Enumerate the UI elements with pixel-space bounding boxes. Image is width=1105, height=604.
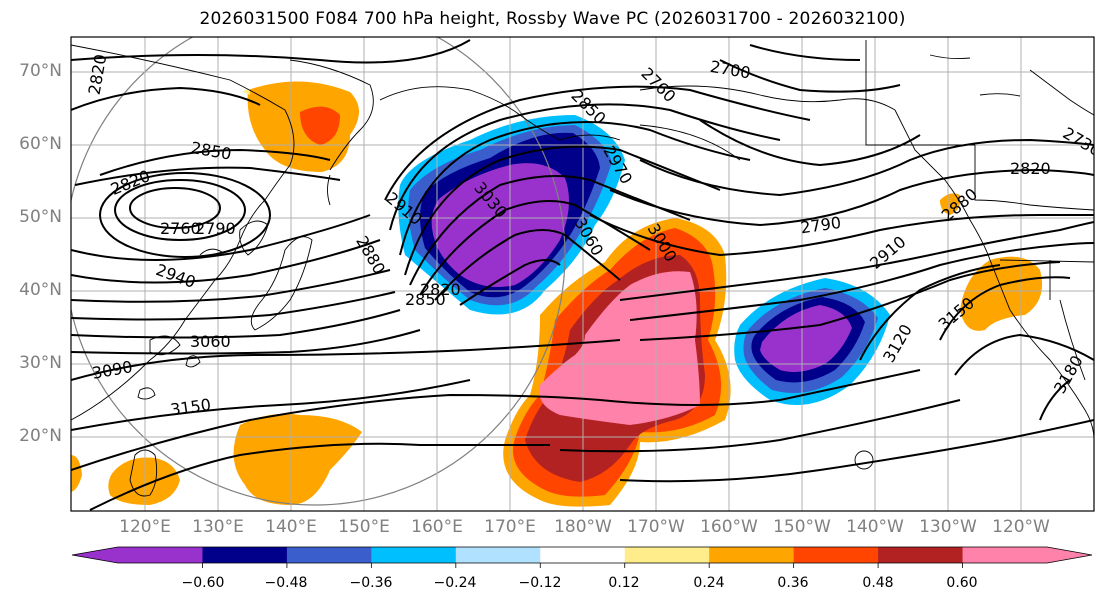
- lon-label: 150°W: [773, 517, 831, 537]
- anomaly-fill-neg4: [431, 163, 569, 288]
- anomaly-fill-pos1: [960, 256, 1043, 331]
- lon-label: 130°W: [919, 517, 977, 537]
- colorbar-tick-label: 0.24: [693, 575, 725, 591]
- lon-label: 150°E: [338, 517, 390, 537]
- colorbar-tick-label: 0.60: [946, 575, 978, 591]
- colorbar-tick-label: −0.24: [433, 575, 477, 591]
- contour-label: 2850: [405, 290, 446, 309]
- contour-label: 2820: [1010, 159, 1051, 178]
- lon-label: 160°E: [411, 517, 463, 537]
- lon-label: 120°W: [992, 517, 1050, 537]
- lat-label: 30°N: [19, 353, 62, 373]
- colorbar-segment: [624, 547, 710, 563]
- contour-label: 2820: [420, 280, 461, 299]
- plot-frame: [70, 36, 1095, 512]
- colorbar-segment: [793, 547, 879, 563]
- colorbar-segment: [540, 547, 626, 563]
- colorbar-segment: [455, 547, 541, 563]
- great-circle-outline: [71, 37, 566, 506]
- colorbar-tick-label: −0.60: [181, 575, 225, 591]
- colorbar-tick-label: 0.48: [862, 575, 894, 591]
- lat-label: 50°N: [19, 207, 62, 227]
- lon-label: 140°E: [265, 517, 317, 537]
- lon-label: 170°W: [627, 517, 685, 537]
- graticule: [71, 37, 1094, 511]
- anomaly-fill-pos1: [940, 193, 961, 215]
- lat-label: 70°N: [19, 61, 62, 81]
- anomaly-fill-pos4: [539, 271, 700, 425]
- colorbar-extend-right: [1047, 547, 1092, 563]
- lon-label: 160°W: [700, 517, 758, 537]
- colorbar-segment: [709, 547, 795, 563]
- lon-label: 130°E: [192, 517, 244, 537]
- colorbar-segment: [371, 547, 457, 563]
- colorbar-segment: [878, 547, 964, 563]
- contour-label: 3060: [190, 332, 231, 351]
- colorbar-outline: [71, 546, 1093, 564]
- contour-label: 2760: [160, 219, 201, 238]
- colorbar-tick-label: −0.36: [349, 575, 393, 591]
- colorbar-segment: [962, 547, 1048, 563]
- map-title: 2026031500 F084 700 hPa height, Rossby W…: [199, 9, 906, 29]
- lat-label: 20°N: [19, 426, 62, 446]
- lon-label: 140°W: [846, 517, 904, 537]
- lat-label: 40°N: [19, 280, 62, 300]
- anomaly-fill-pos1: [71, 455, 82, 492]
- height-contours: [71, 39, 1094, 511]
- anomaly-fill-pos2: [300, 106, 340, 145]
- lon-label: 180°W: [554, 517, 612, 537]
- lat-label: 60°N: [19, 134, 62, 154]
- colorbar-tick-label: −0.48: [264, 575, 308, 591]
- colorbar: [71, 546, 1093, 568]
- colorbar-extend-left: [72, 547, 118, 563]
- colorbar-tick-label: −0.12: [518, 575, 562, 591]
- lon-label: 120°E: [119, 517, 171, 537]
- colorbar-segment: [286, 547, 372, 563]
- lon-label: 170°E: [484, 517, 536, 537]
- map-plot-area: 2820 2850 2820 2760 2790 2940 3060 3090 …: [71, 37, 1094, 511]
- colorbar-tick-label: 0.12: [608, 575, 640, 591]
- colorbar-segment: [202, 547, 288, 563]
- contour-label: 2790: [195, 219, 236, 238]
- colorbar-segment: [118, 547, 203, 563]
- colorbar-tick-label: 0.36: [777, 575, 809, 591]
